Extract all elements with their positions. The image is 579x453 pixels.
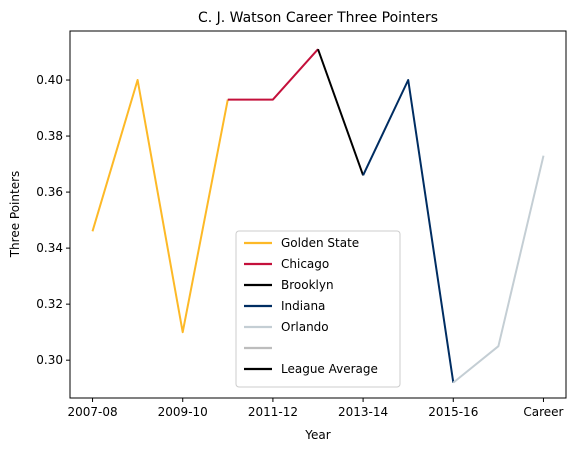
x-tick-label-4: 2015-16 — [428, 405, 478, 419]
legend-label-6: League Average — [281, 362, 378, 376]
x-tick-label-1: 2009-10 — [158, 405, 208, 419]
y-tick-label-5: 0.40 — [36, 73, 63, 87]
y-axis: 0.30 0.32 0.34 0.36 0.38 0.40 — [36, 73, 70, 367]
x-tick-label-3: 2013-14 — [338, 405, 388, 419]
y-axis-label: Three Pointers — [8, 171, 22, 259]
x-axis-label: Year — [304, 428, 330, 442]
x-tick-label-2: 2011-12 — [248, 405, 298, 419]
chart-title: C. J. Watson Career Three Pointers — [198, 10, 438, 26]
y-tick-label-0: 0.30 — [36, 353, 63, 367]
x-tick-label-5: Career — [523, 405, 563, 419]
y-tick-label-1: 0.32 — [36, 297, 63, 311]
legend-label-0: Golden State — [281, 236, 359, 250]
y-tick-label-2: 0.34 — [36, 241, 63, 255]
series-line-2 — [318, 49, 363, 175]
series-line-1 — [228, 49, 318, 99]
legend-label-2: Brooklyn — [281, 278, 334, 292]
series-line-4 — [453, 156, 543, 383]
legend: Golden State Chicago Brooklyn Indiana Orland… — [236, 231, 400, 387]
y-tick-label-3: 0.36 — [36, 185, 63, 199]
legend-label-3: Indiana — [281, 299, 325, 313]
x-axis: 2007-08 2009-10 2011-12 2013-14 2015-16 Caree… — [67, 398, 563, 419]
legend-label-1: Chicago — [281, 257, 329, 271]
x-tick-label-0: 2007-08 — [67, 405, 117, 419]
series-line-0 — [93, 80, 228, 332]
y-tick-label-4: 0.38 — [36, 129, 63, 143]
legend-label-4: Orlando — [281, 320, 329, 334]
